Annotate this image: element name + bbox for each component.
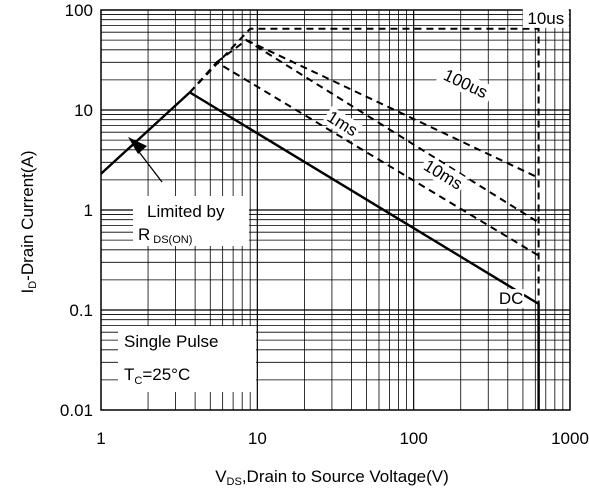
- series-label-text: 100us: [440, 65, 490, 102]
- y-tick-label: 10: [74, 101, 93, 120]
- y-tick-labels: 100 10 1 0.1 0.01: [60, 1, 93, 420]
- x-tick-label: 1000: [551, 429, 589, 448]
- series-label-bg: [498, 289, 525, 309]
- plot-frame: [100, 9, 571, 411]
- y-tick-label: 1: [84, 201, 93, 220]
- case-temperature-label: TC=25°C: [124, 365, 190, 387]
- grid: [101, 10, 570, 410]
- single-pulse-line1: Single Pulse: [124, 332, 219, 351]
- limited-by-label-bg: [133, 196, 249, 246]
- series-label-dc: DC: [498, 289, 525, 309]
- y-tick-label: 0.01: [60, 401, 93, 420]
- series-label-bg: [418, 154, 468, 195]
- series-label-bg: [522, 8, 569, 28]
- series-label-10ms: 10ms: [418, 154, 468, 195]
- x-tick-label: 100: [399, 429, 427, 448]
- series-labels: DC 10ms 1ms 100us 10us: [321, 8, 569, 309]
- series-line-100us: [245, 39, 540, 179]
- y-axis-label: ID-Drain Current(A): [18, 150, 39, 293]
- single-pulse-label-bg: [118, 326, 256, 392]
- x-tick-label: 10: [248, 429, 267, 448]
- series-label-bg: [436, 63, 495, 105]
- y-tick-label: 100: [65, 1, 93, 20]
- series-label-text: 10us: [527, 9, 564, 28]
- y-tick-label: 0.1: [69, 301, 93, 320]
- x-tick-labels: 1 10 100 1000: [96, 429, 589, 448]
- series-label-bg: [321, 106, 363, 142]
- series-label-1ms: 1ms: [321, 106, 363, 142]
- limited-by-line1: Limited by: [147, 202, 225, 221]
- x-tick-label: 1: [96, 429, 105, 448]
- series-label-10us: 10us: [522, 8, 569, 28]
- series-line-1ms: [216, 38, 540, 224]
- x-axis-label: VDS,Drain to Source Voltage(V): [215, 467, 449, 488]
- limited-by-line2: R DS(ON): [138, 225, 192, 246]
- series-label-100us: 100us: [436, 63, 495, 105]
- series-line-dc: [100, 90, 540, 410]
- series-line-10us: [189, 27, 540, 410]
- limited-by-arrow: [128, 137, 163, 183]
- series-label-text: DC: [499, 289, 524, 308]
- series-label-text: 10ms: [420, 156, 465, 194]
- series-lines: [100, 27, 540, 410]
